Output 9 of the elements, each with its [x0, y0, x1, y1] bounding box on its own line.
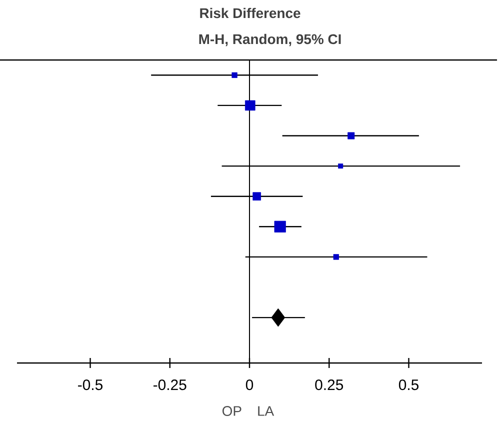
text: LA	[258, 406, 274, 416]
x-tick-label: -0.5	[78, 380, 103, 390]
chart-title: Risk Difference	[200, 8, 300, 18]
x-tick-label: -0.25	[154, 380, 186, 390]
x-tick-label: 0.5	[398, 380, 419, 390]
chart-subtitle: M-H, Random, 95% CI	[199, 34, 341, 46]
x-tick-label: 0	[246, 380, 254, 390]
x-tick-label: 0.25	[315, 380, 344, 390]
text: OP	[222, 406, 242, 416]
